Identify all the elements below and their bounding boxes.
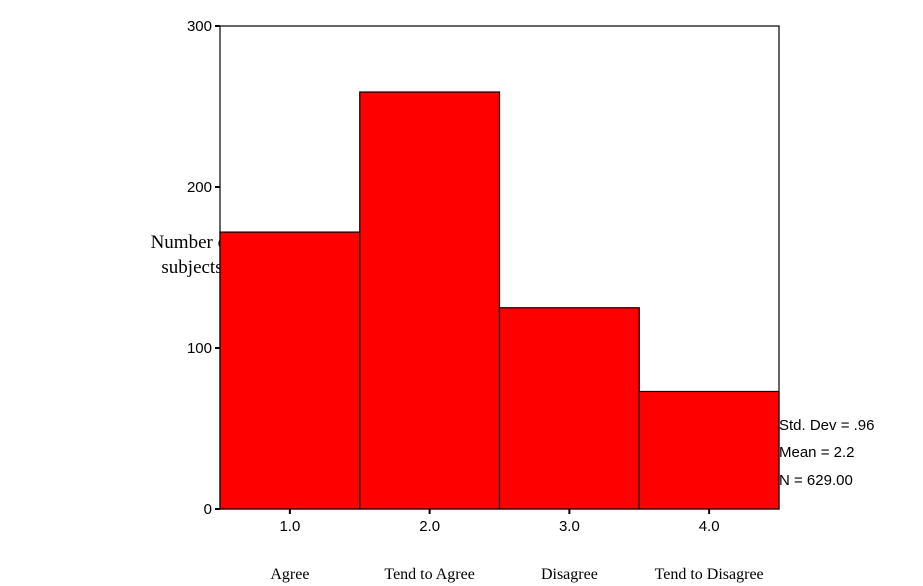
category-label: Tend to Agree xyxy=(384,566,474,583)
bar xyxy=(498,307,640,510)
category-label: Tend to Disagree xyxy=(655,566,764,583)
bar xyxy=(359,91,501,510)
y-tick-label: 0 xyxy=(204,501,212,518)
y-axis-label-line-1: Number of xyxy=(150,232,234,253)
y-tick-label: 300 xyxy=(187,18,212,35)
std-dev-label: Std. Dev = .96 xyxy=(779,417,875,434)
y-axis-label-line-2: subjects xyxy=(161,257,223,278)
x-tick-label: 4.0 xyxy=(699,518,720,535)
x-tick-label: 3.0 xyxy=(559,518,580,535)
x-tick-label: 1.0 xyxy=(279,518,300,535)
bar xyxy=(219,231,361,510)
n-label: N = 629.00 xyxy=(779,472,853,489)
x-tick-label: 2.0 xyxy=(419,518,440,535)
mean-label: Mean = 2.2 xyxy=(779,444,855,461)
y-tick-label: 200 xyxy=(187,179,212,196)
category-label: Disagree xyxy=(541,566,598,583)
bar xyxy=(638,390,780,510)
y-tick-label: 100 xyxy=(187,340,212,357)
category-label: Agree xyxy=(270,566,309,583)
